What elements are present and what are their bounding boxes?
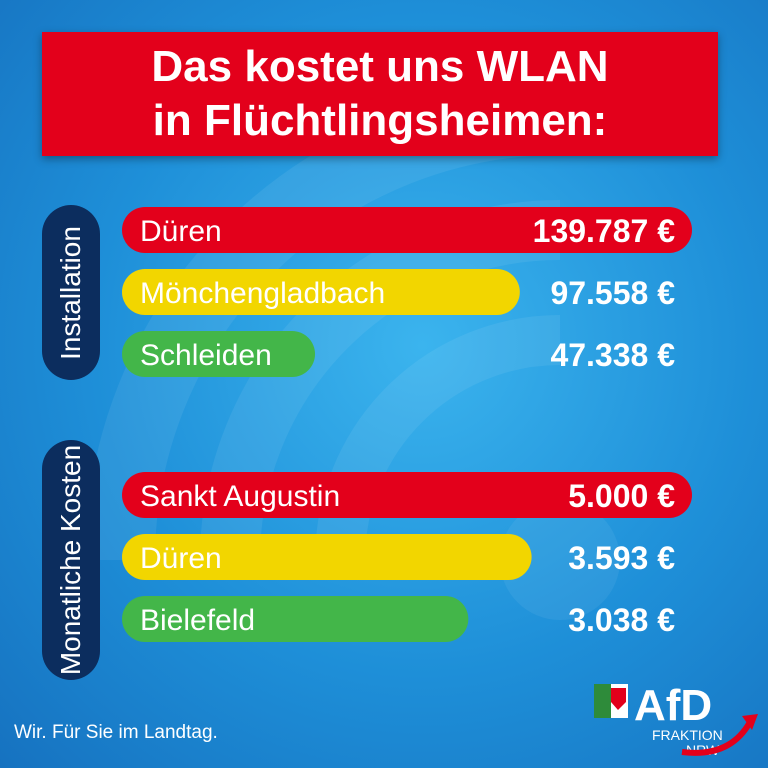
slogan: Wir. Für Sie im Landtag. [14, 722, 218, 743]
title-banner: Das kostet uns WLAN in Flüchtlingsheimen… [42, 32, 718, 156]
logo-fraktion-text: FRAKTION [652, 727, 723, 743]
logo-arrow-icon [681, 720, 753, 756]
installation-label-text: Installation [55, 225, 86, 360]
afd-fraktion-nrw-logo: AfD FRAKTION NRW [594, 681, 758, 758]
title-line-1: Das kostet uns WLAN [151, 42, 609, 91]
monthly-costs-side-label: Monatliche Kosten [42, 440, 100, 680]
group-monthly-costs: Monatliche Kosten [42, 440, 702, 680]
installation-side-label: Installation [42, 205, 100, 380]
group-installation: Installation [42, 205, 702, 380]
monthly-costs-label-text: Monatliche Kosten [55, 444, 86, 676]
logo-afd-text: AfD [634, 681, 712, 730]
title-line-2: in Flüchtlingsheimen: [152, 96, 608, 145]
